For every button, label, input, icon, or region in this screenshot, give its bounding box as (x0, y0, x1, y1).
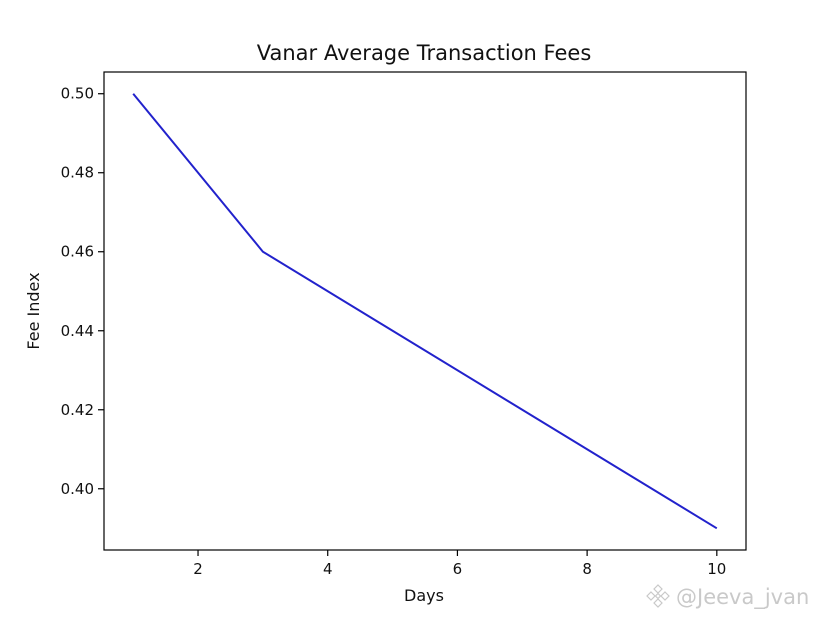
series-line (132, 93, 718, 530)
watermark-text: @Jeeva_jvan (676, 585, 809, 610)
y-axis-label: Fee Index (24, 272, 43, 349)
y-tick-label: 0.44 (61, 322, 94, 340)
plot-area (132, 93, 718, 530)
y-tick-label: 0.42 (61, 401, 94, 419)
y-tick-label: 0.48 (61, 164, 94, 182)
x-axis-label: Days (404, 586, 444, 605)
y-tick-label: 0.40 (61, 480, 94, 498)
x-tick-label: 4 (323, 560, 333, 578)
binance-diamond-icon (646, 584, 670, 608)
x-tick-label: 10 (707, 560, 726, 578)
x-tick-label: 6 (453, 560, 463, 578)
watermark: @Jeeva_jvan (646, 584, 809, 610)
chart-title: Vanar Average Transaction Fees (257, 41, 592, 65)
y-tick-label: 0.46 (61, 243, 94, 261)
x-tick-label: 2 (193, 560, 203, 578)
y-tick-label: 0.50 (61, 85, 94, 103)
plot-frame (103, 71, 747, 551)
x-tick-label: 8 (582, 560, 592, 578)
axis-ticks: 2 4 6 8 10 0.40 0.42 0.44 0.46 0.48 0.50 (61, 85, 727, 578)
